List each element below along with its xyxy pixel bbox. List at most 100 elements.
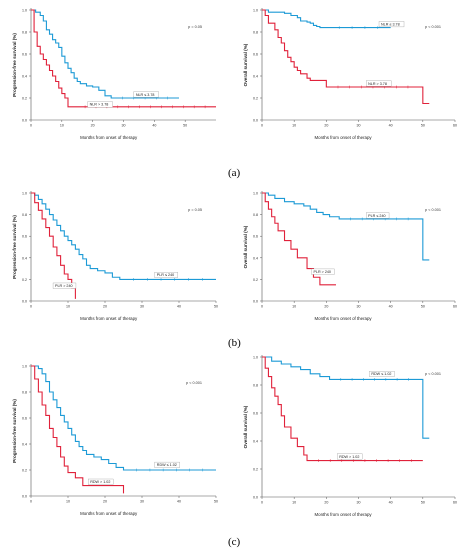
series-label: RDW > 1.02 [339,455,359,459]
x-tick-label: 30 [140,305,144,309]
x-tick-label: 0 [30,305,32,309]
x-tick-label: 10 [66,305,70,309]
x-tick-label: 40 [389,124,393,128]
y-tick-label: 1.0 [253,192,258,196]
y-axis-title: Overall survival (%) [243,225,248,268]
x-axis-title: Months from onset of therapy [315,512,373,517]
x-axis-title: Months from onset of therapy [80,316,138,321]
p-value-label: p < 0.001 [425,208,441,212]
y-tick-label: 1.0 [22,192,27,196]
x-axis-title: Months from onset of therapy [315,135,373,140]
y-tick-label: 0.8 [22,31,27,35]
x-tick-label: 50 [214,500,218,504]
x-tick-label: 0 [261,501,263,505]
y-axis-title: Overall survival (%) [243,405,248,448]
x-tick-label: 10 [292,501,296,505]
survival-curve-blue [31,192,216,280]
survival-curve-red [262,9,430,105]
y-tick-label: 1.0 [22,365,27,369]
series-label-box [365,212,390,219]
y-tick-label: 0.6 [253,235,258,239]
y-tick-label: 0.4 [22,443,27,447]
y-tick-label: 0.8 [22,213,27,217]
y-tick-label: 0.4 [253,440,258,444]
survival-curve-red [262,356,423,462]
y-tick-label: 1.0 [22,9,27,13]
x-tick-label: 40 [389,501,393,505]
x-tick-label: 30 [140,500,144,504]
y-tick-label: 0.0 [22,495,27,499]
x-tick-label: 0 [30,500,32,504]
survival-curve-blue [262,356,430,439]
x-tick-label: 0 [261,124,263,128]
survival-curve-blue [31,9,179,99]
panel-label-c: (c) [228,536,241,548]
y-tick-label: 0.2 [22,97,27,101]
series-label: PLR ≤ 240 [368,214,385,218]
survival-curve-red [31,9,216,108]
y-tick-label: 0.8 [22,391,27,395]
y-tick-label: 1.0 [253,356,258,360]
x-tick-label: 0 [30,124,32,128]
series-label: PLR > 240 [313,270,331,274]
y-tick-label: 0.4 [22,75,27,79]
y-tick-label: 0.8 [253,213,258,217]
series-label-box [52,282,77,289]
x-tick-label: 50 [183,124,187,128]
series-label: NLR > 3.78 [90,103,109,107]
y-axis-title: Progression-free survival (%) [12,215,17,279]
panel-label-b: (b) [228,337,241,349]
series-label-box [369,371,395,377]
series-label: NLR ≤ 3.78 [136,93,155,97]
y-tick-label: 1.0 [253,9,258,13]
series-label: NLR > 3.78 [368,82,387,86]
series-label: RDW ≤ 1.02 [371,372,391,376]
x-tick-label: 20 [103,305,107,309]
x-tick-label: 50 [421,305,425,309]
x-tick-label: 60 [453,305,457,309]
series-label-box [337,453,363,460]
x-tick-label: 10 [60,124,64,128]
x-tick-label: 20 [324,305,328,309]
x-tick-label: 20 [324,501,328,505]
x-tick-label: 30 [357,124,361,128]
y-tick-label: 0.2 [253,97,258,101]
p-value-label: p = 0.05 [188,25,202,29]
x-axis-title: Months from onset of therapy [80,135,138,140]
series-label-box [365,80,392,87]
y-tick-label: 0.4 [253,256,258,260]
x-tick-label: 50 [421,501,425,505]
y-tick-label: 0.0 [253,119,258,123]
y-tick-label: 0.6 [22,417,27,421]
y-tick-label: 0.8 [253,31,258,35]
x-axis-title: Months from onset of therapy [80,511,138,516]
y-axis-title: Overall survival (%) [243,43,248,86]
x-tick-label: 60 [453,124,457,128]
series-label: RDW ≤ 1.02 [157,463,177,467]
series-label-box [154,272,178,278]
survival-curve-red [31,192,76,299]
x-tick-label: 60 [453,501,457,505]
y-tick-label: 0.2 [253,278,258,282]
p-value-label: p = 0.05 [188,208,202,212]
series-label: PLR ≤ 240 [157,273,174,277]
x-tick-label: 30 [122,124,126,128]
y-tick-label: 0.6 [253,53,258,57]
y-axis-title: Progression-free survival (%) [12,399,17,463]
x-tick-label: 40 [152,124,156,128]
y-axis-title: Progression-free survival (%) [12,33,17,97]
y-tick-label: 0.0 [253,496,258,500]
survival-curve-red [31,365,125,494]
x-axis-title: Months from onset of therapy [315,316,373,321]
p-value-label: p < 0.001 [425,372,441,376]
x-tick-label: 20 [103,500,107,504]
y-tick-label: 0.6 [253,412,258,416]
y-tick-label: 0.2 [22,469,27,473]
series-label-box [88,478,114,485]
x-tick-label: 10 [292,305,296,309]
y-tick-label: 0.2 [253,468,258,472]
y-tick-label: 0.4 [22,256,27,260]
series-label: RDW > 1.02 [90,480,110,484]
x-tick-label: 50 [214,305,218,309]
